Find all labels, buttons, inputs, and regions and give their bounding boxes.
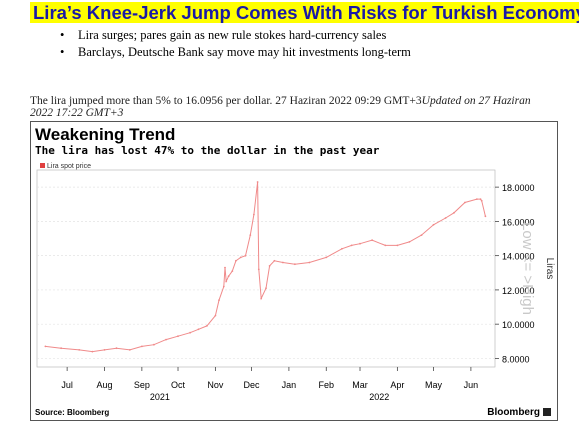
data-point	[350, 244, 353, 247]
legend-label: Lira spot price	[47, 163, 91, 170]
data-point	[141, 345, 143, 348]
data-point	[341, 247, 343, 250]
data-point	[177, 335, 179, 338]
x-tick-label: Apr	[390, 380, 404, 390]
data-point	[453, 211, 455, 214]
y-tick-label: 10.0000	[502, 320, 535, 330]
chart-container: Weakening Trend The lira has lost 47% to…	[30, 121, 558, 421]
byline-updated: Updated on 27 Haziran 2022 17:22 GMT+3	[30, 95, 531, 119]
x-year-label: 2021	[150, 392, 170, 402]
chart-title: Weakening Trend	[35, 125, 176, 144]
data-point	[479, 198, 482, 200]
data-point	[239, 256, 242, 259]
data-point	[235, 259, 237, 262]
data-point	[115, 347, 118, 350]
data-point	[197, 328, 200, 331]
y-tick-label: 8.0000	[502, 354, 530, 364]
data-point	[384, 244, 387, 247]
data-point	[153, 343, 155, 346]
data-point	[224, 266, 226, 269]
bloomberg-square-icon	[543, 408, 551, 416]
low-high-overlay-text: Low <= >High	[519, 222, 536, 315]
data-point	[480, 199, 483, 202]
byline-text: The lira jumped more than 5% to 16.0956 …	[30, 95, 422, 107]
x-tick-label: Mar	[352, 380, 368, 390]
data-point	[396, 244, 399, 247]
key-points-list: Lira surges; pares gain as new rule stok…	[60, 27, 411, 61]
x-tick-label: Oct	[171, 380, 186, 390]
line-chart: 8.0000 10.0000 12.0000 14.0000 16.0000 18.000…	[36, 163, 555, 402]
headline-text: Lira’s Knee-Jerk Jump Comes With Risks f…	[30, 2, 579, 23]
data-point	[222, 285, 225, 288]
plot-area	[36, 169, 496, 368]
article-byline: The lira jumped more than 5% to 16.0956 …	[30, 95, 550, 119]
x-tick-label: Sep	[134, 380, 150, 390]
x-year-label: 2022	[369, 392, 389, 402]
data-point	[103, 349, 106, 351]
data-point	[44, 345, 47, 348]
data-point	[444, 217, 447, 219]
data-point	[128, 349, 131, 351]
data-point	[60, 347, 62, 350]
data-point	[260, 297, 263, 300]
x-tick-label: Nov	[207, 380, 224, 390]
data-point	[256, 181, 259, 183]
data-point	[359, 242, 361, 245]
y-tick-label: 12.0000	[502, 286, 535, 296]
x-tick-label: Jul	[61, 380, 73, 390]
data-point	[253, 213, 255, 216]
bloomberg-logo: Bloomberg	[487, 407, 551, 418]
data-point	[420, 234, 423, 236]
data-point	[273, 259, 276, 262]
x-tick-label: Dec	[244, 380, 261, 390]
data-point	[257, 268, 260, 271]
data-point	[282, 261, 284, 264]
data-point	[214, 314, 217, 317]
data-point	[325, 256, 328, 259]
y-tick-label: 14.0000	[502, 252, 535, 262]
data-point	[408, 241, 411, 243]
brand-text: Bloomberg	[487, 407, 540, 418]
data-point	[484, 215, 487, 218]
data-point	[91, 350, 94, 353]
series-line	[45, 181, 486, 353]
chart-subtitle: The lira has lost 47% to the dollar in t…	[35, 144, 380, 157]
data-point	[78, 349, 81, 351]
article-headline: Lira’s Knee-Jerk Jump Comes With Risks f…	[30, 2, 579, 24]
data-point	[206, 325, 208, 327]
key-point: Lira surges; pares gain as new rule stok…	[60, 27, 411, 44]
key-point: Barclays, Deutsche Bank say move may hit…	[60, 44, 411, 61]
data-point	[218, 299, 220, 302]
data-point	[294, 263, 296, 266]
y-tick-label: 18.0000	[502, 183, 535, 193]
data-point	[249, 234, 252, 236]
chart-source: Source: Bloomberg	[35, 408, 110, 417]
y-axis-label: Liras	[544, 258, 555, 280]
x-tick-label: May	[425, 380, 443, 390]
data-point	[268, 265, 271, 267]
data-point	[464, 201, 466, 204]
y-tick-label: 16.0000	[502, 217, 535, 227]
x-tick-label: Feb	[319, 380, 335, 390]
data-point	[371, 239, 373, 242]
data-point	[189, 331, 192, 334]
data-point	[308, 261, 311, 264]
data-point	[165, 338, 167, 341]
data-point	[244, 254, 247, 257]
data-point	[476, 198, 478, 200]
x-tick-label: Aug	[96, 380, 112, 390]
data-point	[227, 275, 230, 278]
x-tick-label: Jan	[282, 380, 297, 390]
data-point	[432, 223, 435, 226]
legend-swatch	[40, 163, 45, 168]
data-point	[225, 280, 228, 283]
data-point	[231, 270, 234, 272]
data-point	[265, 287, 267, 290]
x-tick-label: Jun	[464, 380, 479, 390]
